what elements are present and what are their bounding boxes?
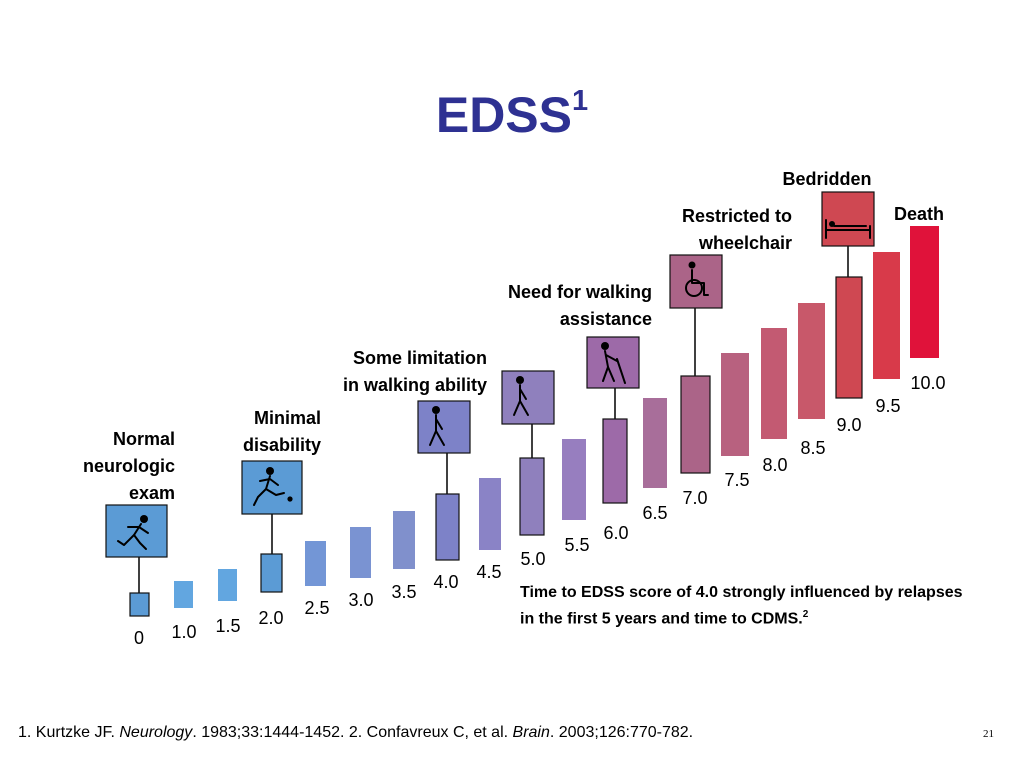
connector-lines [138,246,849,593]
edss-step-9-0 [835,276,863,399]
wheelchair-icon [669,254,723,309]
edss-step-3-0 [350,527,371,578]
edss-step-2-5 [305,541,326,586]
edss-step-8-0 [761,328,787,439]
edss-step-1-5 [218,569,237,601]
edss-value-6-5: 6.5 [642,503,667,523]
edss-value-4-0: 4.0 [433,572,458,592]
edss-value-5-0: 5.0 [520,549,545,569]
edss-value-3-5: 3.5 [391,582,416,602]
edss-steps [129,226,939,617]
milestone-label-4-0: Some limitation in walking ability [343,348,487,395]
ref1-prefix: 1. Kurtzke JF. [18,724,120,741]
edss-step-4-5 [479,478,501,550]
edss-value-7-0: 7.0 [682,488,707,508]
edss-value-3-0: 3.0 [348,590,373,610]
slide-title: EDSS1 [0,85,1024,144]
edss-values: 0 1.0 1.5 2.0 2.5 3.0 3.5 4.0 4.5 5.0 5.5 6.0 6.5 7.0… [134,373,946,648]
edss-step-2-0 [260,553,283,593]
edss-step-0 [129,592,150,617]
references-footer: 1. Kurtzke JF. Neurology. 1983;33:1444-1… [18,724,693,742]
page-number: 21 [983,728,994,740]
edss-step-7-5 [721,353,749,456]
milestone-icons [105,191,875,558]
edss-value-0: 0 [134,628,144,648]
edss-value-8-5: 8.5 [800,438,825,458]
edss-value-5-5: 5.5 [564,535,589,555]
edss-step-6-0 [602,418,628,504]
edss-step-5-5 [562,439,586,520]
walking-cane-icon [586,336,640,389]
milestone-label-6-0: Need for walking assistance [508,282,652,329]
milestone-label-7-0: Restricted to wheelchair [682,206,792,253]
edss-value-7-5: 7.5 [724,470,749,490]
edss-step-7-0 [680,375,711,474]
edss-value-9-0: 9.0 [836,415,861,435]
ref1-journal: Neurology [119,724,193,741]
edss-value-9-5: 9.5 [875,396,900,416]
title-superscript: 1 [572,85,589,118]
edss-step-4-0 [435,493,460,561]
walking-person-icon [417,400,471,454]
kicking-ball-icon [241,460,303,515]
edss-value-6-0: 6.0 [603,523,628,543]
edss-value-2-5: 2.5 [304,598,329,618]
milestone-label-0: Normal neurologic exam [83,429,175,503]
ref1-suffix: . 1983;33:1444-1452. 2. Confavreux C, et… [192,724,513,741]
edss-value-2-0: 2.0 [258,608,283,628]
title-text: EDSS [435,87,573,143]
edss-value-4-5: 4.5 [476,562,501,582]
ref2-journal: Brain [512,724,550,741]
walking-person-icon [501,370,555,425]
ref2-suffix: . 2003;126:770-782. [549,724,694,741]
time-to-edss-note: Time to EDSS score of 4.0 strongly influ… [520,582,970,630]
milestone-label-9-0: Bedridden [782,169,871,189]
edss-step-1-0 [174,581,193,608]
milestone-label-10-0: Death [894,204,944,224]
edss-step-8-5 [798,303,825,419]
edss-step-5-0 [519,457,545,536]
milestone-label-2-0: Minimal disability [243,408,321,455]
edss-step-10-0 [910,226,939,358]
note-superscript: 2 [802,609,809,620]
edss-value-8-0: 8.0 [762,455,787,475]
milestone-labels: Normal neurologic exam Minimal disability Som… [83,169,944,503]
bed-icon [821,191,875,247]
edss-value-1-0: 1.0 [171,622,196,642]
edss-value-1-5: 1.5 [215,616,240,636]
edss-step-6-5 [643,398,667,488]
note-text: Time to EDSS score of 4.0 strongly influ… [520,584,963,628]
edss-step-3-5 [393,511,415,569]
edss-value-10-0: 10.0 [910,373,945,393]
running-person-icon [105,504,168,558]
edss-step-9-5 [873,252,900,379]
